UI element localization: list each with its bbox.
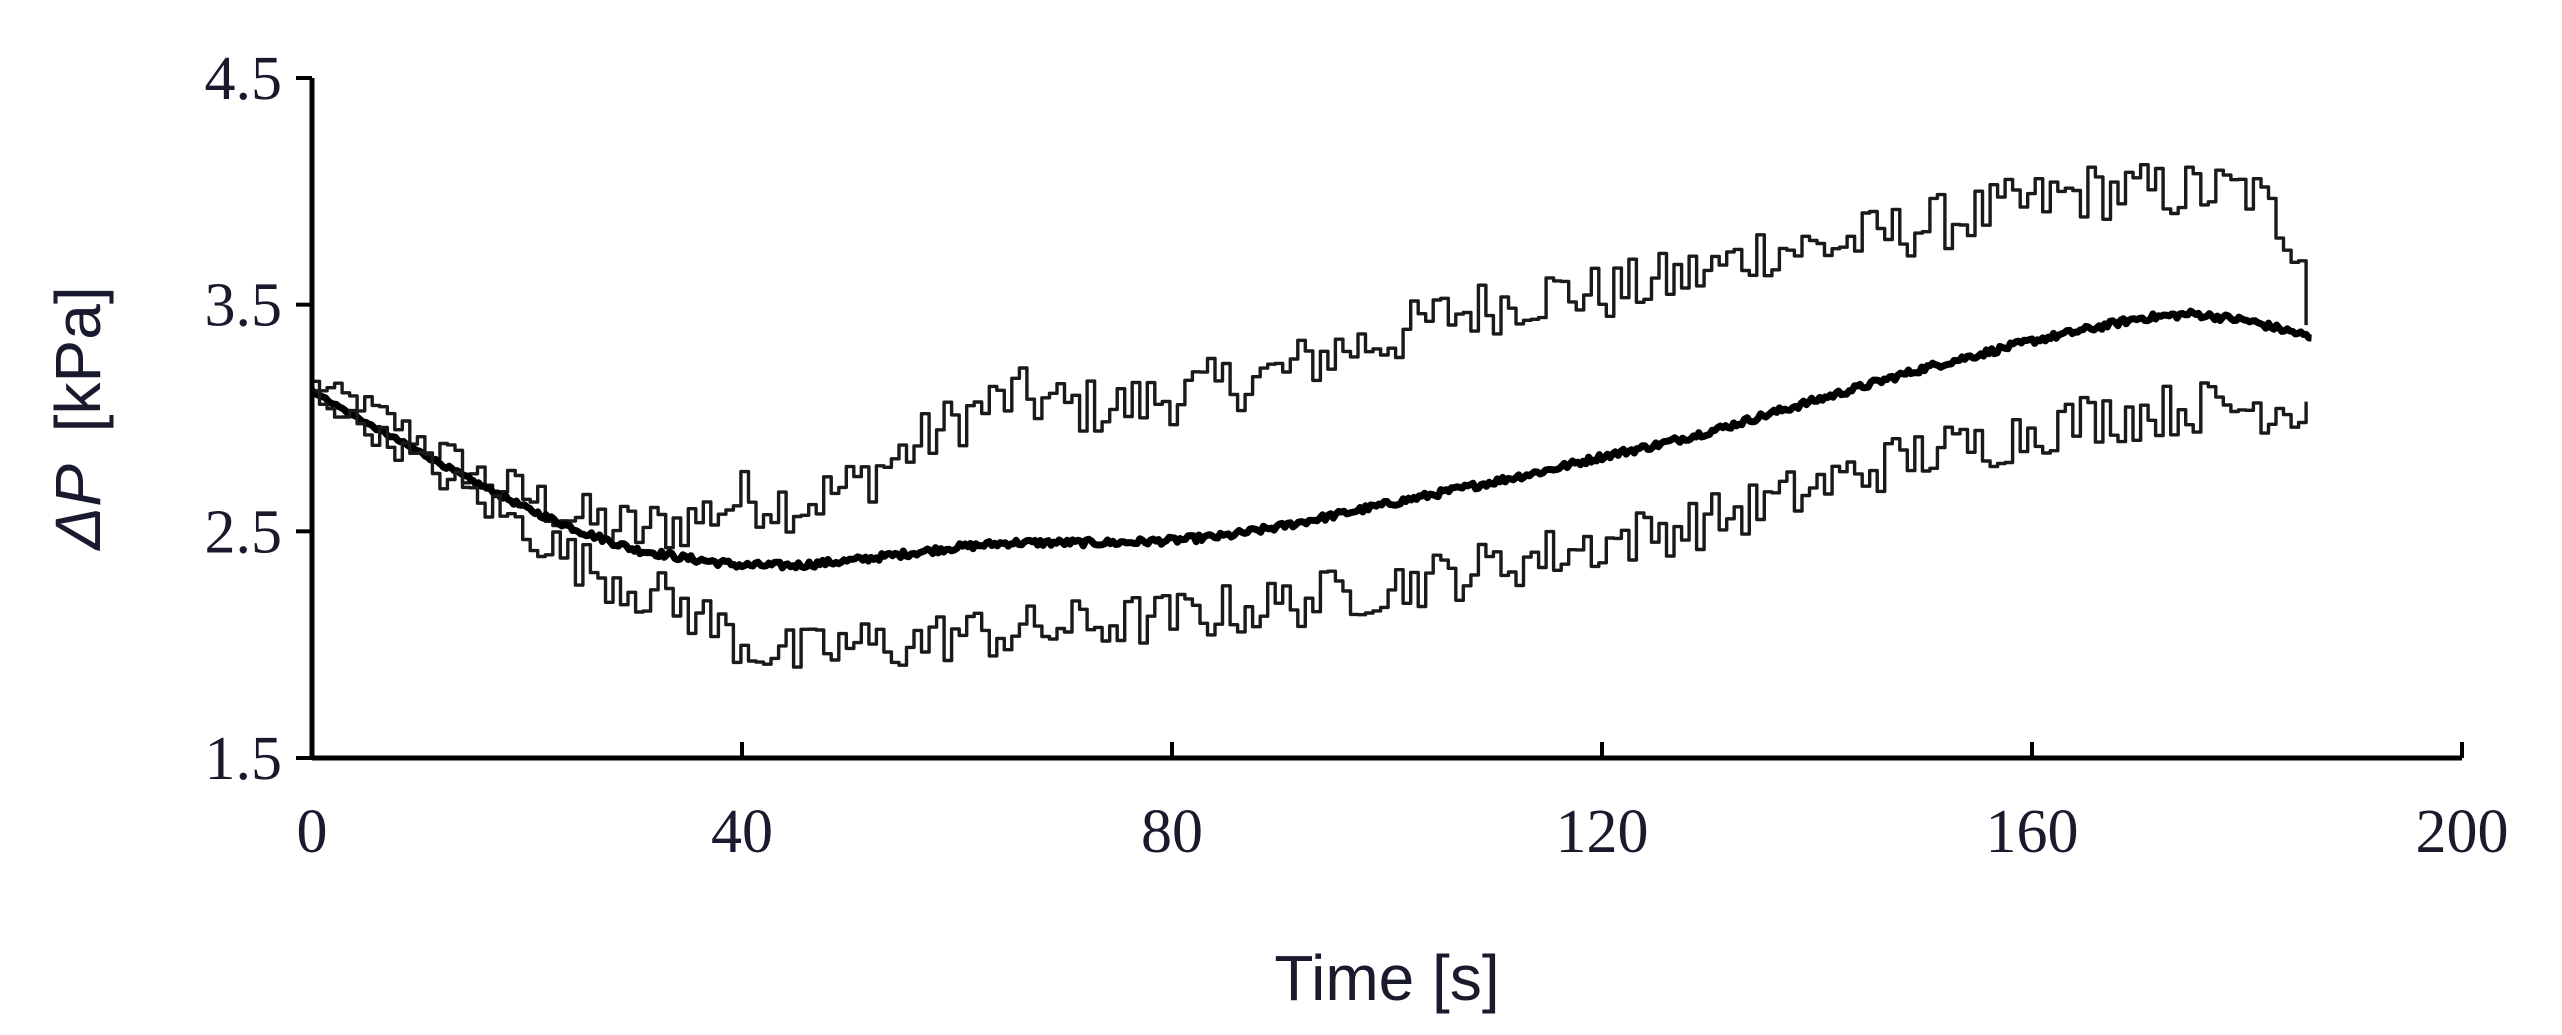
- series-layer: [310, 163, 2313, 669]
- x-tick-label: 80: [1141, 798, 1203, 866]
- y-axis-unit: [kPa]: [42, 286, 114, 432]
- series-line-lower-envelope: [312, 381, 2308, 669]
- y-tick-label: 4.5: [205, 45, 283, 113]
- ticks: 0 40 80 120 160 200 1.5 2.5 3.5 4.5: [205, 45, 2509, 866]
- y-tick-label: 2.5: [205, 498, 283, 566]
- x-tick-label: 0: [297, 798, 328, 866]
- series-line-mean: [310, 307, 2313, 572]
- y-axis-symbol: ΔP: [42, 464, 114, 552]
- x-tick-label: 160: [1986, 798, 2079, 866]
- x-tick-label: 200: [2416, 798, 2509, 866]
- x-tick-label: 40: [711, 798, 773, 866]
- axes: [309, 78, 2462, 761]
- x-tick-label: 120: [1556, 798, 1649, 866]
- x-axis-title: Time [s]: [1274, 942, 1499, 1014]
- series-line-upper-envelope: [312, 163, 2308, 550]
- y-tick-label: 3.5: [205, 272, 283, 340]
- y-tick-label: 1.5: [205, 725, 283, 793]
- y-axis-title: ΔP [kPa]: [42, 286, 114, 551]
